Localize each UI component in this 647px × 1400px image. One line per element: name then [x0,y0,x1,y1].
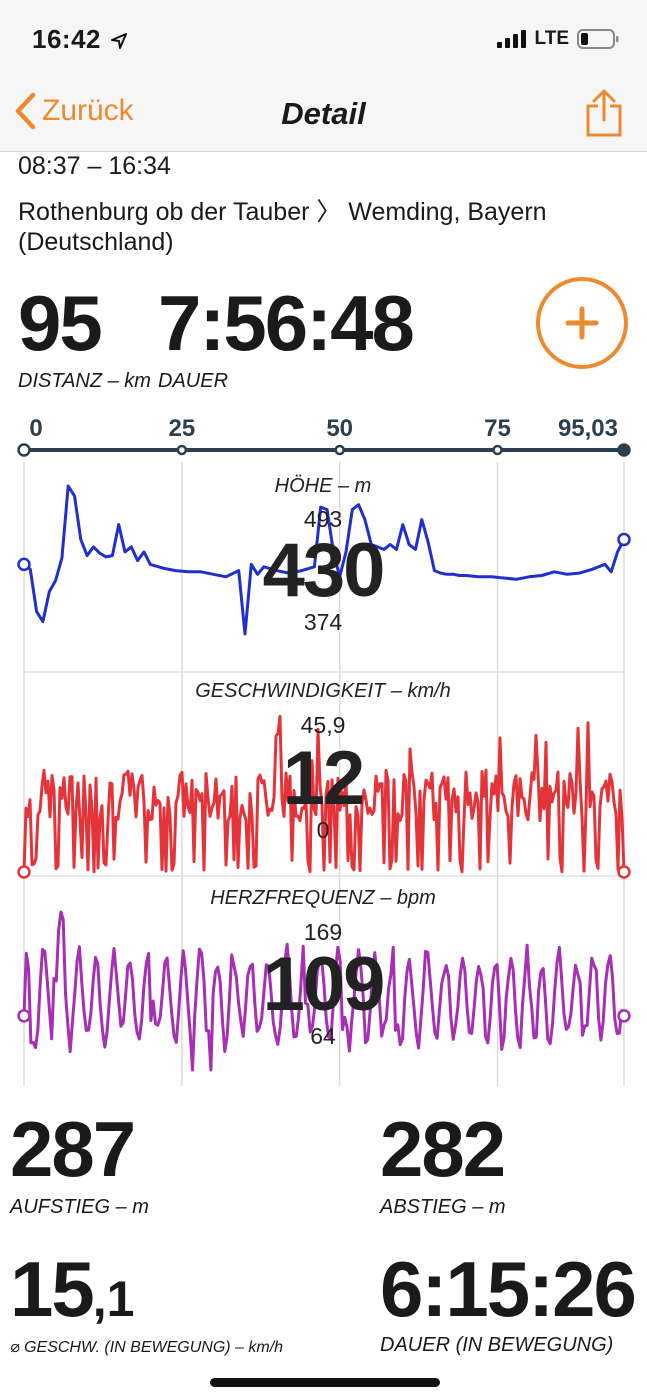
page-title: Detail [281,96,366,131]
elevation-panel[interactable]: HÖHE – m 493 430 374 [17,475,631,636]
battery-icon [577,29,619,49]
ascent-label: AUFSTIEG – m [10,1196,149,1218]
elevation-chart-title: HÖHE – m [275,475,372,497]
descent-value: 282 [380,1105,506,1193]
distance-value: 95 [18,279,103,367]
speed-end-point [617,865,631,879]
avg-speed-integer: 15 [10,1245,95,1333]
ascent-value: 287 [10,1105,136,1193]
elevation-min-label: 374 [304,609,343,635]
speed-start-point [17,865,31,879]
elevation-start-point [17,557,31,572]
status-clock: 16:42 [32,24,101,54]
back-label: Zurück [42,94,134,127]
duration-value: 7:56:48 [158,279,415,367]
distance-axis-tick [17,443,31,457]
status-bar: 16:42 LTE [0,0,647,78]
distance-axis[interactable]: 0 25 50 75 95,03 [17,415,631,457]
distance-axis-tick [334,444,345,456]
elevation-series-line [23,484,626,636]
distance-tick-label: 95,03 [558,415,618,442]
share-icon [586,89,622,137]
network-type: LTE [534,28,569,49]
speed-current-value: 12 [283,736,364,821]
heart-rate-start-point [17,1009,31,1023]
trip-time-range: 08:37 – 16:34 [18,152,171,180]
signal-bars-icon [496,30,526,48]
speed-chart-title: GESCHWINDIGKEIT – km/h [195,680,451,702]
heart-rate-max-label: 169 [304,919,342,945]
trip-route: Rothenburg ob der Tauber 〉 Wemding, Baye… [18,198,547,226]
avg-speed-label: ⌀ GESCHW. (IN BEWEGUNG) – km/h [10,1339,284,1356]
heart-rate-series-line [22,910,626,1072]
home-indicator[interactable] [210,1378,440,1387]
heart-rate-chart-title: HERZFREQUENZ – bpm [210,887,436,909]
elevation-max-label: 493 [304,506,342,532]
elevation-current-value: 430 [263,528,384,613]
status-time: 16:42 [32,24,127,55]
activity-charts[interactable]: 0 25 50 75 95,03 HÖHE – m 493 430 374 GESCHW… [0,400,647,1090]
share-button[interactable] [585,88,623,143]
avg-speed-fraction: ,1 [92,1271,135,1327]
plus-icon [565,306,599,340]
heart-rate-panel[interactable]: HERZFREQUENZ – bpm 169 109 64 [17,887,631,1072]
avg-speed-value: 15,1 [10,1250,134,1328]
descent-label: ABSTIEG – m [380,1196,506,1218]
distance-axis-tick [617,443,631,457]
add-button[interactable] [536,277,628,369]
speed-max-label: 45,9 [301,712,346,738]
trip-route-country: (Deutschland) [18,228,174,256]
moving-time-value: 6:15:26 [380,1245,637,1333]
duration-label: DAUER [158,370,229,392]
chevron-left-icon [15,92,36,130]
navigation-bar: Zurück Detail [0,78,647,152]
speed-panel[interactable]: GESCHWINDIGKEIT – km/h 45,9 12 0 [17,680,631,879]
distance-axis-tick [492,444,503,456]
distance-axis-tick [176,444,188,456]
distance-tick-label: 50 [326,415,353,442]
location-arrow-icon [110,33,127,50]
speed-series-line [22,714,626,874]
distance-tick-label: 0 [29,415,42,442]
moving-time-label: DAUER (IN BEWEGUNG) [380,1334,614,1356]
heart-rate-end-point [617,1009,631,1023]
speed-min-label: 0 [317,817,330,843]
distance-tick-label: 75 [484,415,511,442]
elevation-end-point [617,532,631,547]
heart-rate-current-value: 109 [263,942,384,1027]
distance-tick-label: 25 [168,415,195,442]
back-button[interactable]: Zurück [14,92,134,130]
distance-label: DISTANZ – km [18,370,151,392]
status-indicators: LTE [496,28,619,50]
heart-rate-min-label: 64 [310,1023,336,1049]
